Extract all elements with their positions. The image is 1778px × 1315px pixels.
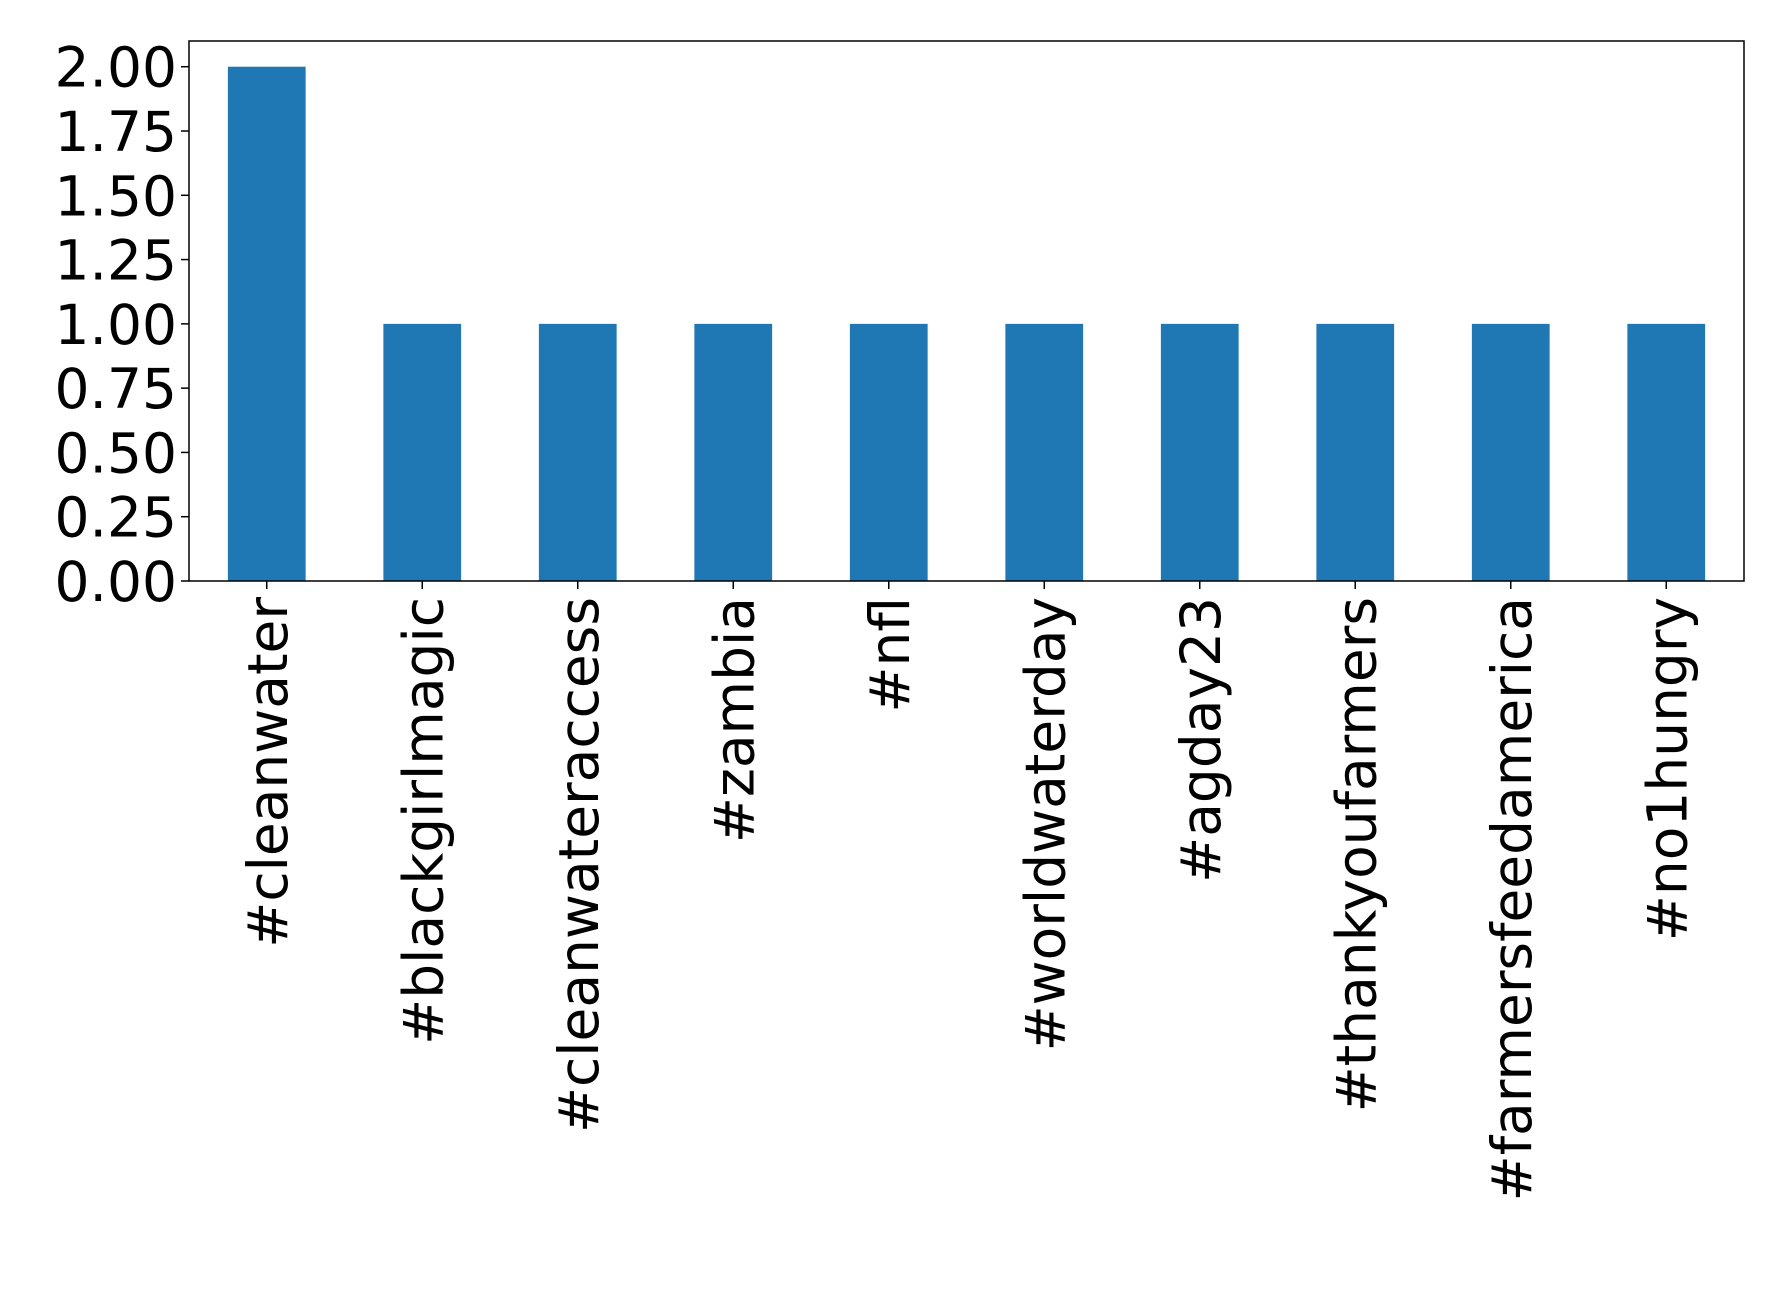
x-axis: #cleanwater #blackgirlmagic #cleanwateracc…: [236, 581, 1699, 1201]
bar-thankyoufarmers: [1316, 323, 1395, 581]
y-tick-label: 1.00: [55, 293, 177, 357]
bar-nfl: [849, 323, 928, 581]
y-tick-label: 1.25: [55, 229, 177, 293]
bars-group: [227, 66, 1706, 581]
bar-farmersfeedamerica: [1471, 323, 1550, 581]
x-tick-label: #agday23: [1169, 597, 1233, 883]
x-tick-label: #farmersfeedamerica: [1480, 597, 1544, 1201]
y-tick-label: 1.75: [55, 100, 177, 164]
y-tick-label: 0.75: [55, 357, 177, 421]
x-tick-label: #zambia: [702, 597, 766, 843]
y-tick-label: 0.00: [55, 550, 177, 614]
x-tick-label: #worldwaterday: [1013, 597, 1077, 1051]
x-tick-label: #nfl: [858, 597, 922, 713]
bar-worldwaterday: [1005, 323, 1084, 581]
bar-agday23: [1160, 323, 1239, 581]
x-tick-label: #cleanwateraccess: [547, 597, 611, 1133]
y-axis: 0.000.250.500.751.001.251.501.752.00: [55, 36, 189, 614]
bar-blackgirlmagic: [383, 323, 462, 581]
x-tick-label: #blackgirlmagic: [391, 597, 455, 1045]
y-tick-label: 0.25: [55, 486, 177, 550]
bar-cleanwater: [227, 66, 306, 581]
x-tick-label: #no1hungry: [1635, 597, 1699, 941]
y-tick-label: 2.00: [55, 36, 177, 100]
bar-no1hungry: [1627, 323, 1706, 581]
y-tick-label: 0.50: [55, 421, 177, 485]
bar-cleanwateraccess: [538, 323, 617, 581]
bar-zambia: [694, 323, 773, 581]
x-tick-label: #cleanwater: [236, 597, 300, 948]
plot-area-frame: [188, 40, 1745, 582]
x-tick-label: #thankyoufarmers: [1324, 597, 1388, 1112]
y-tick-label: 1.50: [55, 164, 177, 228]
